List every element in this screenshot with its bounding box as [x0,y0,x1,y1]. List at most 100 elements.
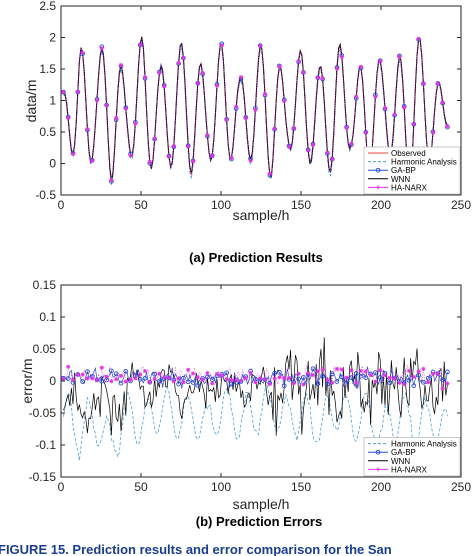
y-tick-label: 0.5 [39,125,56,139]
ticks-a: 0 50 100 150 200 250-0.500.511.522.5 [35,0,471,212]
x-tick-label: 50 [134,480,148,494]
legend-label: Harmonic Analysis [391,440,457,449]
marker-ha-narx [277,375,282,380]
marker-ha-narx [335,366,339,371]
legend-marker [376,185,380,190]
marker-ha-narx [344,375,349,380]
marker-ha-narx [85,127,90,132]
marker-ha-narx [210,153,215,158]
marker-ha-narx [411,374,416,379]
marker-ga-bp [310,366,316,372]
marker-ha-narx [75,372,80,377]
y-tick-label: 1.5 [39,62,56,76]
y-tick-label: 0 [49,374,56,388]
legend-label: GA-BP [391,166,416,175]
marker-ha-narx [109,178,114,183]
marker-ha-narx [315,75,320,80]
x-tick-label: 150 [291,480,311,494]
marker-ga-bp [65,376,71,381]
marker-ga-bp [224,370,229,376]
y-tick-label: 0.15 [33,278,57,292]
series-ga-bp [63,366,448,389]
marker-ha-narx [229,155,234,160]
x-tick-label: 200 [371,198,391,212]
marker-ha-narx [210,381,215,386]
legend-label: HA-NARX [391,465,428,474]
marker-ha-narx [66,115,71,120]
marker-ha-narx [123,379,128,384]
marker-ha-narx [435,371,440,376]
x-tick-label: 0 [58,198,65,212]
marker-ga-bp [185,379,191,385]
marker-ha-narx [143,369,147,374]
marker-ha-narx [80,50,85,55]
marker-ha-narx [109,379,114,384]
x-tick-label: 150 [291,198,311,212]
marker-ha-narx [229,378,234,383]
marker-ha-narx [253,380,258,385]
marker-ha-narx [311,373,315,378]
marker-ha-narx [349,141,354,146]
marker-ha-narx [128,153,133,158]
marker-ha-narx [114,115,119,120]
marker-ha-narx [119,63,123,68]
marker-ha-narx [243,375,248,380]
marker-ga-bp [339,374,345,380]
marker-ha-narx [431,371,435,376]
marker-ha-narx [378,368,383,373]
marker-ga-bp [440,377,445,383]
marker-ha-narx [61,90,66,95]
marker-ha-narx [325,377,330,382]
marker-ga-bp [320,373,325,379]
marker-ga-bp [181,375,186,381]
marker-ha-narx [282,99,287,104]
ticks-b: 0 50 100 150 200 250 -0.15 -0.1 -0.05 0 0.05 0.1 0.1… [29,278,472,494]
caption-a: (a) Prediction Results [189,250,323,265]
marker-ha-narx [152,376,157,381]
marker-ga-bp [315,381,321,386]
marker-ga-bp [176,381,181,387]
legend-marker [375,167,381,173]
marker-ha-narx [71,151,75,156]
marker-ha-narx [330,380,335,385]
y-tick-label: 2.5 [39,0,56,13]
marker-ha-narx [306,148,311,153]
marker-ga-bp [325,381,330,387]
marker-ha-narx [378,59,383,64]
series-ha-narx [63,364,448,390]
marker-ha-narx [287,144,291,149]
marker-ga-bp [329,371,335,377]
x-tick-label: 100 [211,480,231,494]
chart-prediction-errors: 0 50 100 150 200 250 -0.15 -0.1 -0.05 0 0.05 0.1 0.1… [19,278,471,529]
plot-area-a [61,36,450,185]
marker-ga-bp [349,375,354,380]
marker-ha-narx [320,367,325,372]
marker-ha-narx [215,83,219,88]
marker-ha-narx [296,59,301,64]
marker-ha-narx [315,369,320,374]
marker-ga-bp [353,371,359,376]
y-axis-label-b: error/m [19,358,35,403]
x-axis-label-a: sample/h [233,207,290,223]
y-tick-label: -0.5 [35,188,56,202]
marker-ha-narx [359,368,363,373]
marker-ha-narx [234,104,239,109]
marker-ha-narx [224,117,229,122]
marker-ha-narx [306,371,311,376]
marker-ha-narx [392,112,397,117]
marker-ha-narx [90,158,95,163]
marker-ha-narx [445,124,450,129]
marker-ga-bp [358,373,364,379]
marker-ha-narx [373,379,378,384]
marker-ga-bp [377,375,383,380]
marker-ha-narx [344,125,349,130]
marker-ha-narx [411,121,416,126]
marker-ga-bp [99,378,105,384]
marker-ha-narx [359,64,363,69]
marker-ha-narx [267,171,272,176]
marker-ga-bp [113,371,119,377]
marker-ga-bp [421,379,426,385]
marker-ha-narx [61,376,66,381]
